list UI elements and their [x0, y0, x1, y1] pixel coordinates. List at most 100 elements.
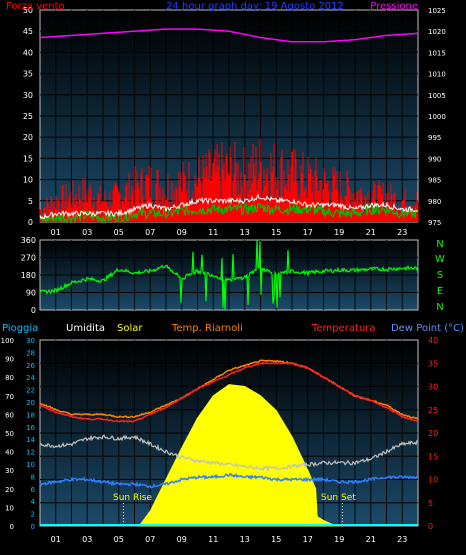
- chart-title: 24 hour graph day: 19 Agosto 2012: [166, 1, 344, 12]
- sun-rise-label: Sun Rise: [113, 493, 152, 503]
- tick-x-top-21: 21: [366, 228, 376, 237]
- tick-temp-10: 10: [428, 476, 438, 485]
- tick-temp-25: 25: [428, 406, 438, 415]
- tick-humidity-26: 26: [26, 362, 35, 370]
- legend-umidita: Umidita: [66, 323, 105, 334]
- tick-x-top-03: 03: [82, 228, 92, 237]
- tick-wind-50: 50: [23, 6, 33, 15]
- tick-temp-40: 40: [428, 336, 438, 345]
- tick-temp-15: 15: [428, 452, 438, 461]
- tick-wind-5: 5: [28, 197, 33, 206]
- tick-wind-25: 25: [23, 112, 33, 121]
- tick-temp-0: 0: [428, 522, 433, 531]
- wind-avg-line: [39, 202, 419, 225]
- tick-x-top-15: 15: [271, 228, 281, 237]
- tick-rain-20: 20: [5, 486, 14, 494]
- tick-pressure-1005: 1005: [428, 92, 446, 100]
- tick-humidity-30: 30: [26, 337, 35, 345]
- tick-rain-10: 10: [5, 504, 14, 512]
- axis-labels: 0510152025303540455097598098599099510001…: [1, 6, 446, 544]
- tick-rain-100: 100: [1, 337, 14, 345]
- tick-pressure-1025: 1025: [428, 7, 446, 15]
- gust-avg-line: [39, 193, 418, 220]
- tick-pressure-975: 975: [428, 219, 441, 227]
- tick-humidity-24: 24: [26, 374, 35, 382]
- label-s: S: [437, 270, 443, 281]
- tick-rain-30: 30: [5, 467, 14, 475]
- tick-wind-45: 45: [23, 27, 33, 36]
- tick-pressure-995: 995: [428, 134, 441, 142]
- tick-x-bottom-09: 09: [177, 535, 187, 544]
- tick-humidity-28: 28: [26, 349, 35, 357]
- tick-rain-80: 80: [5, 374, 14, 382]
- tick-wind-15: 15: [23, 154, 33, 163]
- tick-temp-35: 35: [428, 359, 438, 368]
- tick-x-top-09: 09: [177, 228, 187, 237]
- tick-x-top-17: 17: [303, 228, 313, 237]
- tick-x-top-19: 19: [334, 228, 344, 237]
- tick-rain-0: 0: [10, 523, 14, 531]
- tick-dir-0: 0: [31, 306, 36, 315]
- right-axis-title-pressure: Pressione: [370, 1, 418, 12]
- tick-humidity-2: 2: [31, 511, 35, 519]
- tick-x-bottom-21: 21: [366, 535, 376, 544]
- tick-pressure-1010: 1010: [428, 71, 446, 79]
- tick-x-bottom-05: 05: [114, 535, 124, 544]
- legend-pioggia: Pioggia: [2, 323, 38, 334]
- tick-wind-10: 10: [23, 176, 33, 185]
- legend-temp-riarnoli: Temp. Riarnoli: [171, 323, 243, 334]
- tick-humidity-4: 4: [31, 498, 36, 506]
- tick-x-bottom-11: 11: [208, 535, 218, 544]
- tick-humidity-14: 14: [26, 436, 35, 444]
- tick-x-bottom-23: 23: [397, 535, 407, 544]
- tick-wind-0: 0: [28, 218, 33, 227]
- pressure-line: [39, 28, 419, 43]
- tick-x-bottom-03: 03: [82, 535, 92, 544]
- tick-temp-30: 30: [428, 383, 438, 392]
- tick-rain-50: 50: [5, 430, 14, 438]
- tick-wind-40: 40: [23, 48, 33, 57]
- tick-x-top-13: 13: [240, 228, 250, 237]
- tick-humidity-22: 22: [26, 387, 35, 395]
- tick-x-bottom-07: 07: [145, 535, 155, 544]
- tick-x-bottom-15: 15: [271, 535, 281, 544]
- left-axis-title-wind: Forza vento: [6, 1, 65, 12]
- tick-wind-20: 20: [23, 133, 33, 142]
- tick-humidity-0: 0: [31, 523, 35, 531]
- tick-pressure-990: 990: [428, 155, 441, 163]
- tick-humidity-8: 8: [31, 473, 35, 481]
- tick-humidity-20: 20: [26, 399, 35, 407]
- solar-area: [138, 384, 340, 527]
- legend-temperatura: Temperatura: [311, 323, 376, 334]
- tick-dir-270: 270: [21, 254, 36, 263]
- legend-dew-point: Dew Point (°C): [391, 323, 464, 334]
- tick-x-bottom-19: 19: [334, 535, 344, 544]
- tick-wind-35: 35: [23, 70, 33, 79]
- tick-x-top-23: 23: [397, 228, 407, 237]
- tick-dir-180: 180: [21, 271, 36, 280]
- label-e: E: [437, 286, 443, 297]
- tick-humidity-10: 10: [26, 461, 35, 469]
- label-n-bottom: N: [436, 302, 443, 313]
- temperature-line: [39, 361, 419, 423]
- legend-solar: Solar: [117, 323, 143, 334]
- tick-pressure-985: 985: [428, 177, 441, 185]
- tick-humidity-12: 12: [26, 449, 35, 457]
- tick-dir-360: 360: [21, 236, 36, 245]
- tick-temp-20: 20: [428, 429, 438, 438]
- tick-wind-30: 30: [23, 91, 33, 100]
- tick-rain-60: 60: [5, 411, 14, 419]
- tick-rain-70: 70: [5, 393, 14, 401]
- tick-pressure-980: 980: [428, 198, 441, 206]
- tick-x-bottom-01: 01: [51, 535, 61, 544]
- tick-x-bottom-13: 13: [240, 535, 250, 544]
- tick-humidity-18: 18: [26, 411, 35, 419]
- tick-rain-90: 90: [5, 356, 14, 364]
- dew-point-line: [39, 472, 418, 489]
- tick-x-top-01: 01: [51, 228, 61, 237]
- tick-x-bottom-17: 17: [303, 535, 313, 544]
- tick-x-top-11: 11: [208, 228, 218, 237]
- tick-pressure-1015: 1015: [428, 49, 446, 57]
